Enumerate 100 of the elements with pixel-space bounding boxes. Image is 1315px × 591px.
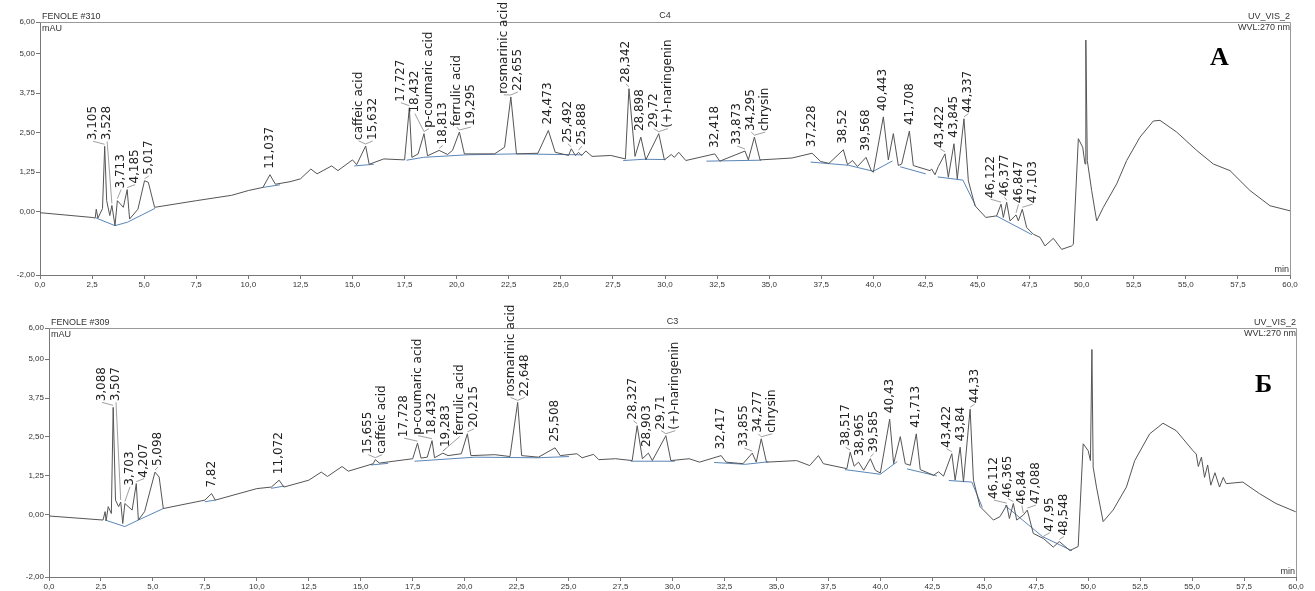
annotation: 22,648	[516, 354, 531, 397]
annotation: 33,855	[736, 405, 751, 448]
x-tick-label: 37,5	[820, 582, 837, 591]
annotation: 38,965	[851, 414, 866, 457]
annotation: 39,585	[865, 410, 880, 453]
annotation: 18,432	[407, 70, 421, 113]
annotation: 33,873	[729, 103, 744, 146]
annotation: 46,377	[996, 154, 1011, 197]
x-tick-label: 2,5	[95, 582, 108, 591]
annotation: 3,703	[122, 451, 137, 486]
x-tick-label: 60,0	[1282, 280, 1299, 289]
x-tick-label: 15,0	[352, 582, 370, 591]
x-tick-label: 2,5	[86, 280, 99, 289]
x-tick-label: 20,0	[456, 582, 473, 591]
x-tick-label: 22,5	[500, 280, 518, 289]
x-tick-label: 22,5	[508, 582, 525, 591]
annotation: 11,072	[271, 432, 286, 475]
annotation: (+)-naringenin	[659, 39, 674, 128]
y-tick-label: -2,00	[16, 270, 36, 280]
annotation: A	[1210, 41, 1229, 71]
annotation: 32,418	[706, 105, 721, 148]
annotation: p-coumaric acid	[410, 338, 425, 435]
annotation: 46,112	[985, 457, 1000, 500]
chart-subtitle: FENOLE #310	[42, 10, 101, 21]
chart-subtitle: FENOLE #309	[51, 316, 110, 327]
x-tick-label: 30,0	[664, 582, 681, 591]
annotation: 44,337	[960, 70, 975, 113]
y-tick-label: 6,00	[19, 17, 36, 27]
annotation: 17,728	[396, 395, 411, 438]
annotation: 25,888	[574, 103, 589, 146]
annotation: 18,813	[435, 102, 449, 145]
y-tick-label: 0,00	[19, 206, 36, 216]
x-tick-label: 40,0	[865, 280, 882, 289]
chart-title: C3	[666, 315, 679, 326]
annotation: 25,508	[547, 399, 562, 442]
annotation: 43,845	[946, 95, 961, 138]
y-tick-label: 1,25	[28, 471, 45, 481]
y-tick-label: 2,50	[28, 432, 45, 442]
x-tick-label: 50,0	[1080, 582, 1097, 591]
annotation: 41,713	[908, 385, 923, 428]
annotation: 24,473	[540, 82, 555, 125]
annotation: rosmarinic acid	[502, 304, 517, 397]
x-tick-label: 27,5	[605, 280, 622, 289]
x-tick-label: 27,5	[612, 582, 629, 591]
annotation: 32,417	[713, 407, 728, 450]
x-tick-label: 52,5	[1125, 280, 1143, 289]
annotation: 3,088	[94, 367, 109, 402]
x-tick-label: 0,0	[43, 582, 56, 591]
annotation: 40,43	[881, 378, 896, 414]
annotation: chrysin	[757, 87, 772, 132]
annotation: 46,365	[999, 455, 1014, 498]
annotation: 37,228	[804, 105, 819, 148]
x-tick-label: 45,0	[976, 582, 993, 591]
annotation: 4,207	[136, 443, 151, 478]
x-tick-label: 47,5	[1021, 280, 1038, 289]
annotation: 38,517	[837, 404, 852, 447]
x-tick-label: 5,0	[138, 280, 151, 289]
annotation: 19,283	[438, 405, 453, 448]
y-axis-title: mAU	[42, 22, 62, 33]
x-tick-label: 55,0	[1184, 582, 1201, 591]
x-tick-label: 52,5	[1132, 582, 1149, 591]
x-tick-label: 25,0	[553, 280, 570, 289]
annotation: 40,443	[875, 68, 890, 111]
x-tick-label: 42,5	[917, 280, 934, 289]
annotation: 5,098	[150, 431, 165, 467]
x-tick-label: 10,0	[240, 280, 257, 289]
annotation: 46,847	[1010, 161, 1025, 204]
annotation: 28,898	[631, 89, 646, 132]
x-tick-label: 50,0	[1073, 280, 1090, 289]
y-tick-label: 2,50	[19, 127, 36, 137]
y-tick-label: 1,25	[19, 167, 36, 177]
x-tick-label: 35,0	[768, 582, 785, 591]
annotation: 47,95	[1041, 497, 1056, 532]
y-axis-title: mAU	[51, 328, 71, 339]
annotation: 48,548	[1055, 493, 1070, 536]
chart-title: C4	[659, 9, 671, 20]
annotation: 47,103	[1024, 161, 1039, 204]
annotation: 20,215	[466, 385, 481, 428]
annotation: 11,037	[262, 126, 277, 169]
y-tick-label: 6,00	[28, 323, 45, 333]
x-tick-label: 55,0	[1178, 280, 1195, 289]
x-tick-label: 35,0	[761, 280, 778, 289]
x-tick-label: 45,0	[969, 280, 986, 289]
annotation: 43,422	[938, 405, 953, 448]
x-tick-label: 57,5	[1236, 582, 1253, 591]
annotation: caffeic acid	[374, 385, 389, 454]
annotation: 7,82	[203, 460, 218, 488]
x-tick-label: 17,5	[404, 582, 422, 591]
annotation: 5,017	[141, 140, 156, 175]
annotation: (+)-naringenin	[667, 341, 682, 430]
annotation: 3,507	[108, 367, 123, 402]
x-tick-label: 17,5	[396, 280, 413, 289]
x-tick-label: 42,5	[924, 582, 941, 591]
annotation: 25,492	[560, 100, 575, 143]
annotation: 22,655	[509, 48, 524, 91]
annotation: 43,84	[952, 406, 967, 442]
x-tick-label: 5,0	[147, 582, 160, 591]
x-tick-label: 60,0	[1288, 582, 1305, 591]
text: UV_VIS_2	[1247, 10, 1290, 21]
annotation: 46,122	[982, 156, 997, 199]
